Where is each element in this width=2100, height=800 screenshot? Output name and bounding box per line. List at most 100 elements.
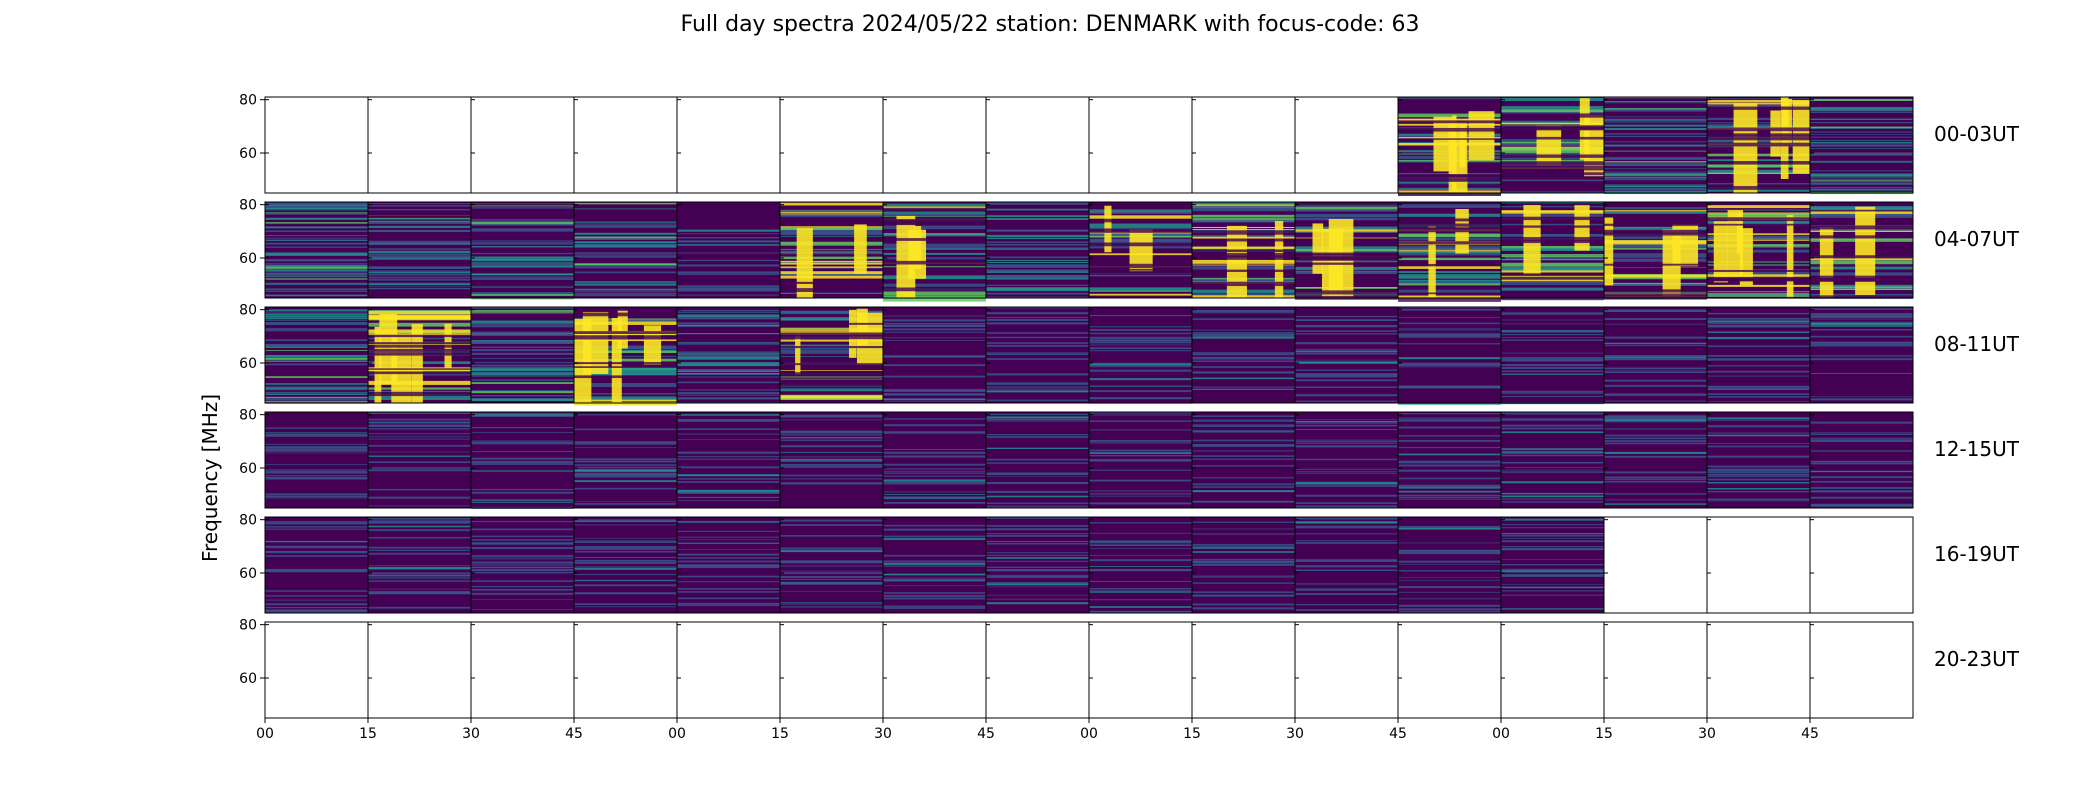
frequency-band	[986, 373, 1089, 376]
frequency-band	[1192, 500, 1295, 502]
chart-title: Full day spectra 2024/05/22 station: DEN…	[680, 12, 1420, 37]
frequency-band	[677, 271, 780, 274]
frequency-band	[1604, 274, 1707, 278]
frequency-band	[1295, 468, 1398, 470]
frequency-band	[1398, 329, 1501, 331]
frequency-band	[1398, 238, 1501, 241]
panel-background	[1089, 307, 1192, 403]
frequency-band	[368, 242, 471, 245]
frequency-band	[265, 401, 368, 403]
frequency-band	[1295, 350, 1398, 353]
empty-panel	[1089, 622, 1192, 718]
frequency-band	[1501, 352, 1604, 354]
frequency-band	[1089, 490, 1192, 492]
dark-stripe	[780, 206, 883, 210]
spectrum-panel	[676, 621, 781, 719]
dark-stripe	[1192, 253, 1295, 258]
frequency-band	[1192, 547, 1295, 549]
frequency-band	[265, 383, 368, 385]
dark-stripe	[1398, 176, 1501, 181]
frequency-band	[574, 469, 677, 472]
frequency-band	[1295, 429, 1398, 431]
frequency-band	[1707, 393, 1810, 395]
frequency-band	[1295, 315, 1398, 318]
frequency-band	[1398, 335, 1501, 338]
frequency-band	[677, 237, 780, 239]
frequency-band	[1192, 221, 1295, 223]
panel-background	[677, 202, 780, 298]
dark-stripe	[883, 208, 986, 211]
frequency-band	[677, 342, 780, 344]
dark-stripe	[574, 331, 677, 334]
spectrum-panel	[367, 411, 472, 509]
frequency-band	[1192, 582, 1295, 584]
y-tick-label: 60	[239, 251, 257, 267]
spectrum-panel	[264, 411, 369, 509]
frequency-band	[265, 209, 368, 211]
frequency-band	[883, 431, 986, 434]
spectrum-panel	[676, 96, 781, 194]
frequency-band	[883, 248, 986, 250]
frequency-band	[1295, 559, 1398, 562]
frequency-band	[883, 266, 986, 268]
frequency-band	[883, 539, 986, 541]
frequency-band	[883, 225, 986, 230]
frequency-band	[265, 546, 368, 549]
frequency-band	[265, 203, 368, 206]
dark-stripe	[1707, 106, 1810, 110]
frequency-band	[1398, 204, 1501, 208]
frequency-band	[574, 371, 677, 376]
frequency-band	[883, 324, 986, 327]
frequency-band	[368, 575, 471, 577]
spectrum-panel	[264, 306, 369, 404]
frequency-band	[1398, 245, 1501, 249]
spectrum-panel	[1603, 411, 1708, 509]
frequency-band	[265, 545, 368, 548]
frequency-band	[1295, 352, 1398, 355]
frequency-band	[368, 522, 471, 524]
frequency-band	[1501, 364, 1604, 367]
frequency-band	[780, 328, 883, 330]
dark-stripe	[1707, 160, 1810, 165]
spectrum-panel	[1500, 306, 1605, 405]
frequency-band	[1810, 372, 1913, 374]
frequency-band	[677, 557, 780, 559]
frequency-band	[1192, 371, 1295, 373]
frequency-band	[1398, 113, 1501, 118]
frequency-band	[265, 478, 368, 480]
frequency-band	[1295, 424, 1398, 427]
frequency-band	[1089, 566, 1192, 567]
frequency-band	[265, 273, 368, 275]
frequency-band	[1501, 99, 1604, 101]
frequency-band	[1810, 126, 1913, 128]
spectrum-panel	[1706, 306, 1811, 404]
frequency-band	[1192, 388, 1295, 390]
frequency-band	[780, 565, 883, 567]
frequency-band	[1604, 443, 1707, 445]
frequency-band	[1810, 476, 1913, 479]
dark-stripe	[1501, 276, 1604, 280]
frequency-band	[986, 575, 1089, 578]
frequency-band	[677, 376, 780, 378]
frequency-band	[1707, 325, 1810, 328]
frequency-band	[677, 433, 780, 435]
frequency-band	[265, 448, 368, 451]
frequency-band	[1604, 394, 1707, 396]
panel-background	[883, 307, 986, 403]
dark-stripe	[1089, 263, 1192, 268]
spectrum-panel	[1706, 516, 1811, 614]
frequency-band	[1501, 288, 1604, 290]
frequency-band	[265, 339, 368, 342]
frequency-band	[471, 599, 574, 600]
frequency-band	[883, 481, 986, 483]
spectrum-panel	[882, 201, 987, 302]
frequency-band	[883, 535, 986, 537]
frequency-band	[574, 245, 677, 248]
frequency-band	[1604, 420, 1707, 423]
frequency-band	[883, 605, 986, 608]
frequency-band	[1089, 326, 1192, 328]
frequency-band	[265, 555, 368, 557]
frequency-band	[986, 234, 1089, 237]
frequency-band	[677, 317, 780, 320]
dark-stripe	[1501, 126, 1604, 131]
